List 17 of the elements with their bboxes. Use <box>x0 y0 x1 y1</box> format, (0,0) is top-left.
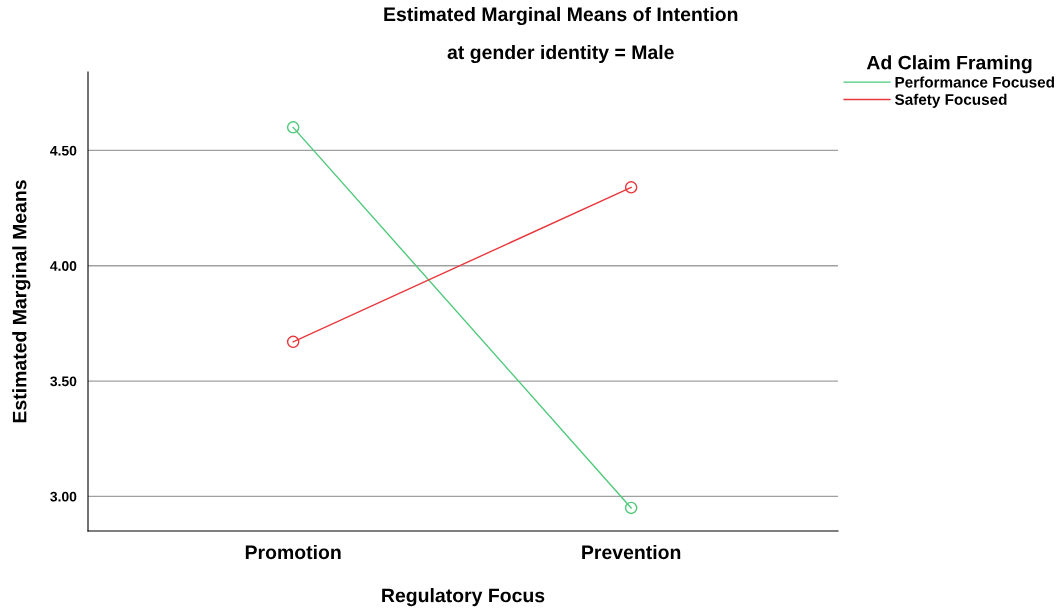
legend-label: Performance Focused <box>895 76 1054 88</box>
legend-label: Safety Focused <box>894 93 1007 108</box>
y-tick-label: 3.00 <box>50 491 77 502</box>
chart-title: Estimated Marginal Means of Intention <box>384 6 738 26</box>
point <box>286 335 300 349</box>
chart-subtitle: at gender identity = Male <box>447 44 674 64</box>
y-tick-label: 3.50 <box>50 376 77 387</box>
x-tick-label: Prevention <box>582 544 681 560</box>
y-axis-title: Estimated Marginal Means <box>12 180 31 423</box>
point <box>286 121 300 134</box>
y-tick-label: 4.00 <box>50 261 77 271</box>
point <box>624 181 638 194</box>
point <box>624 501 638 515</box>
y-tick-label: 4.50 <box>50 145 77 156</box>
legend-title: Ad Claim Framing <box>866 55 1032 74</box>
x-axis-title: Regulatory Focus <box>382 588 545 607</box>
x-tick-label: Promotion <box>245 544 341 560</box>
